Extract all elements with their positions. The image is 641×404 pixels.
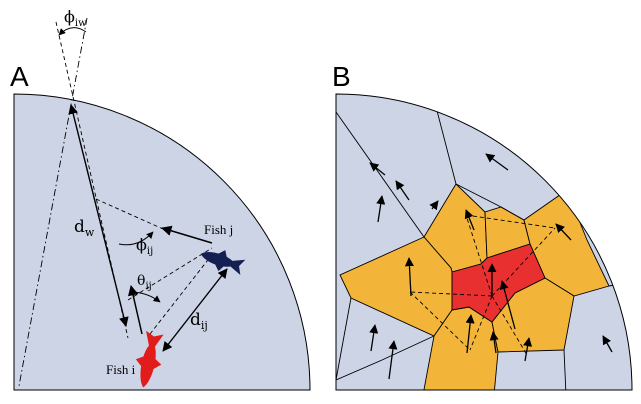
phi-iw-arc bbox=[58, 27, 87, 36]
fish-j-extension-line bbox=[95, 198, 164, 230]
d-w-label: dw bbox=[74, 217, 95, 239]
heading-arrow bbox=[395, 180, 410, 201]
neighbor-connection bbox=[465, 214, 493, 297]
heading-arrow bbox=[464, 209, 475, 231]
voronoi-edges bbox=[455, 183, 525, 221]
voronoi-edges bbox=[336, 335, 435, 381]
fish-j bbox=[200, 250, 246, 276]
voronoi-edges bbox=[554, 184, 568, 191]
fish-distance-arrow bbox=[162, 268, 228, 352]
neighbor-connection bbox=[491, 295, 528, 356]
tank-outline-b bbox=[335, 93, 633, 391]
tank-quadrant-a bbox=[13, 93, 311, 391]
heading-arrow bbox=[523, 337, 533, 362]
heading-arrow bbox=[404, 257, 414, 297]
neighbor-connection bbox=[469, 295, 493, 351]
voronoi-edges bbox=[336, 111, 425, 238]
neighbor-connections bbox=[409, 214, 556, 356]
heading-arrow bbox=[376, 195, 386, 223]
wall-distance-arrow bbox=[68, 104, 129, 327]
heading-arrow bbox=[499, 280, 516, 330]
panel-b: B bbox=[332, 61, 633, 391]
voronoi-cells bbox=[336, 102, 632, 390]
theta-ij-label: θij bbox=[137, 273, 152, 292]
heading-arrow bbox=[429, 200, 439, 211]
wall-reference-line bbox=[18, 17, 88, 387]
heading-arrow bbox=[369, 324, 379, 352]
heading-arrow bbox=[388, 340, 398, 380]
neighbor-connection bbox=[491, 227, 556, 297]
d-ij-label: dij bbox=[190, 310, 208, 332]
phi-iw-label: ϕiw bbox=[64, 7, 87, 29]
heading-arrow bbox=[369, 162, 386, 176]
panel-b-label: B bbox=[332, 61, 351, 92]
fish-i bbox=[135, 330, 164, 388]
voronoi-edges bbox=[563, 349, 567, 390]
fish-j-heading-arrow bbox=[160, 225, 213, 244]
fish-i-label: Fish i bbox=[106, 362, 136, 377]
fish-j-label: Fish j bbox=[204, 222, 233, 237]
heading-arrow bbox=[485, 153, 509, 171]
heading-arrow bbox=[555, 223, 572, 241]
phi-ij-label: ϕij bbox=[136, 235, 153, 257]
phi-ij-arc bbox=[118, 231, 154, 246]
heading-arrows bbox=[369, 153, 613, 380]
panel-a: A ϕiw dw ϕij θij dij Fish j bbox=[10, 7, 311, 391]
fish-i-heading-arrow bbox=[127, 284, 143, 335]
theta-ij-arc bbox=[129, 291, 161, 303]
heading-arrow bbox=[465, 314, 475, 354]
heading-arrow bbox=[489, 331, 499, 354]
heading-arrow bbox=[602, 335, 613, 353]
voronoi-edges bbox=[336, 297, 352, 381]
neighbor-connection bbox=[465, 214, 556, 229]
panel-a-label: A bbox=[10, 61, 29, 92]
voronoi-edges bbox=[434, 102, 457, 185]
